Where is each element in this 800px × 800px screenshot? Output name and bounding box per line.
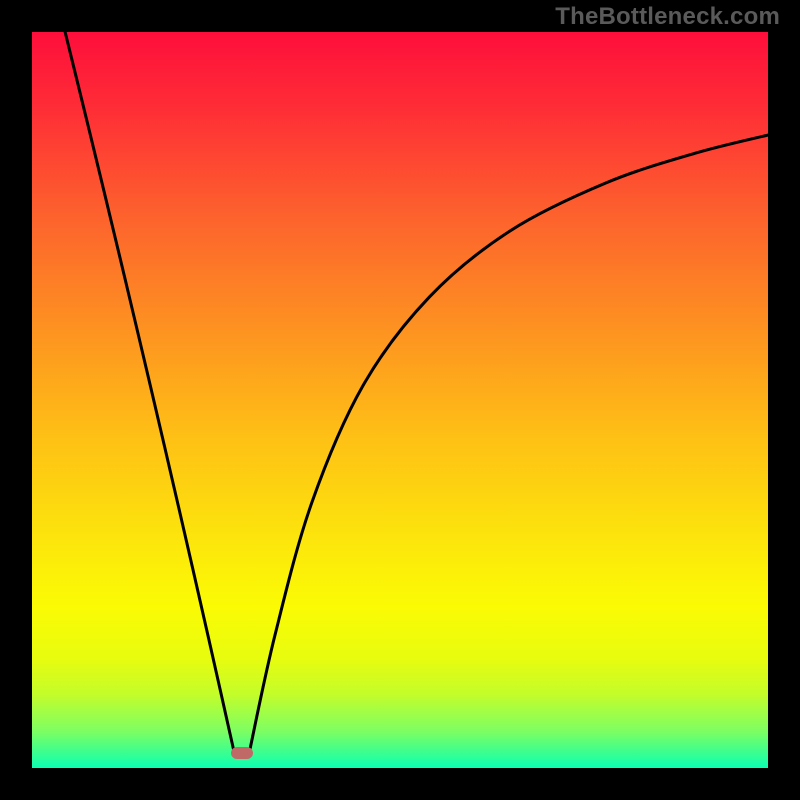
watermark-text: TheBottleneck.com bbox=[555, 3, 780, 31]
optimal-point-marker bbox=[231, 747, 253, 759]
bottleneck-curve bbox=[32, 32, 768, 768]
curve-path bbox=[65, 32, 768, 755]
plot-area bbox=[32, 32, 768, 768]
